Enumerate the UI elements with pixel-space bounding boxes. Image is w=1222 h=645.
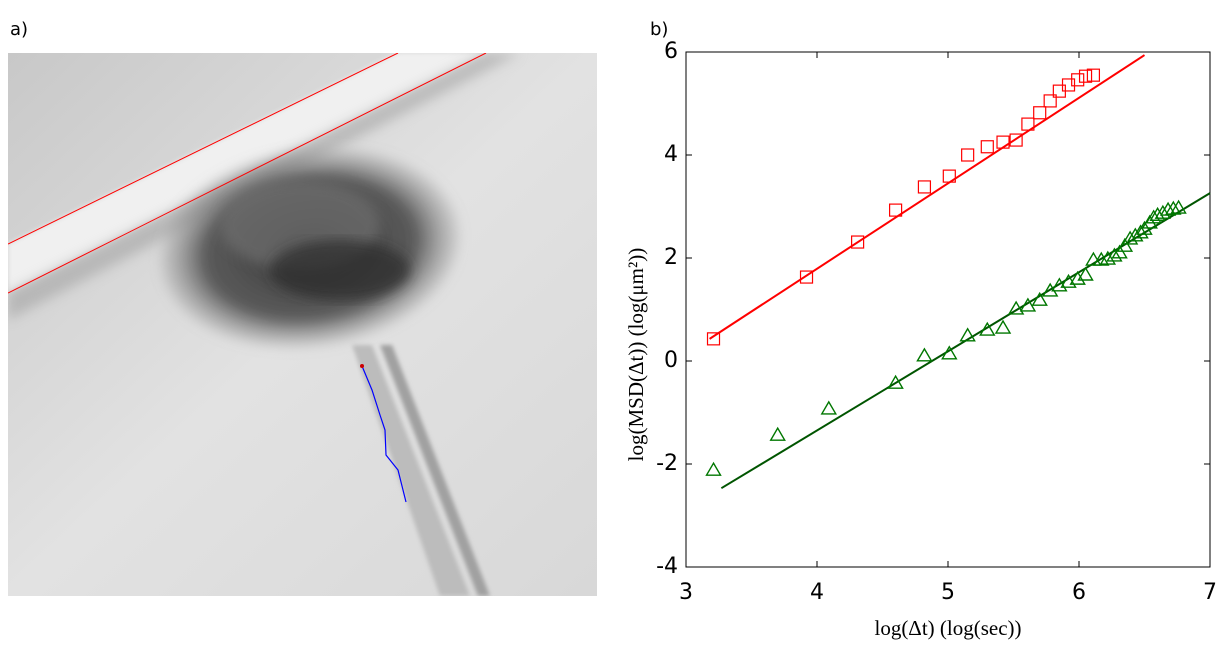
fit-line: [709, 54, 1146, 340]
x-tick-label: 6: [1072, 580, 1086, 605]
x-tick-label: 3: [679, 580, 693, 605]
square-marker: [1021, 117, 1035, 131]
triangle-marker: [979, 321, 996, 336]
y-tick-label: 0: [664, 348, 678, 373]
triangle-marker: [1031, 291, 1048, 306]
triangle-marker: [1007, 300, 1025, 315]
y-axis-label: log(MSD(Δt)) (log(μm²)): [624, 248, 648, 462]
plot-frame: [685, 51, 1211, 568]
x-axis-label: log(Δt) (log(sec)): [874, 616, 1021, 640]
triangle-marker: [1116, 237, 1134, 252]
triangle-marker: [887, 374, 904, 389]
square-marker: [961, 148, 975, 162]
triangle-marker: [1041, 282, 1059, 297]
triangle-marker: [1106, 247, 1123, 262]
triangle-marker: [705, 461, 722, 476]
triangle-marker: [941, 345, 958, 360]
x-tick-label: 7: [1203, 580, 1217, 605]
x-tick-label: 5: [941, 580, 955, 605]
triangle-marker: [959, 327, 976, 342]
square-marker: [1009, 133, 1023, 147]
square-marker: [1086, 68, 1101, 82]
triangle-marker: [1085, 251, 1102, 266]
triangle-marker: [1077, 266, 1094, 281]
triangle-marker: [820, 400, 838, 415]
triangle-marker: [1154, 204, 1172, 219]
micrograph: [8, 53, 597, 596]
panel-label: b): [650, 19, 668, 40]
x-tick-label: 4: [810, 580, 824, 605]
square-marker: [980, 140, 994, 154]
y-tick-label: 2: [664, 245, 678, 270]
triangle-marker: [1069, 270, 1086, 285]
square-marker: [888, 203, 903, 217]
square-marker: [706, 332, 721, 346]
triangle-marker: [1141, 214, 1158, 229]
y-tick-label: 4: [664, 142, 678, 167]
triangle-marker: [1019, 297, 1037, 312]
y-tick-label: -2: [656, 451, 678, 476]
square-marker: [1043, 94, 1057, 108]
panel-label: a): [10, 19, 28, 40]
triangle-marker: [1170, 199, 1187, 214]
y-tick-label: 6: [664, 39, 678, 64]
y-tick-label: -4: [656, 554, 678, 579]
square-marker: [942, 169, 956, 183]
square-marker: [996, 135, 1010, 149]
square-marker: [1071, 73, 1085, 87]
square-marker: [1061, 78, 1076, 92]
square-marker: [1078, 69, 1093, 83]
square-marker: [1033, 106, 1047, 120]
triangle-marker: [1165, 200, 1182, 215]
triangle-marker: [994, 319, 1012, 334]
square-marker: [799, 270, 814, 284]
triangle-marker: [769, 426, 786, 441]
square-marker: [851, 235, 865, 249]
triangle-marker: [1159, 201, 1177, 216]
triangle-marker: [1099, 250, 1117, 265]
triangle-marker: [1132, 224, 1149, 239]
triangle-marker: [1093, 251, 1110, 266]
square-marker: [917, 180, 932, 194]
triangle-marker: [916, 347, 933, 362]
